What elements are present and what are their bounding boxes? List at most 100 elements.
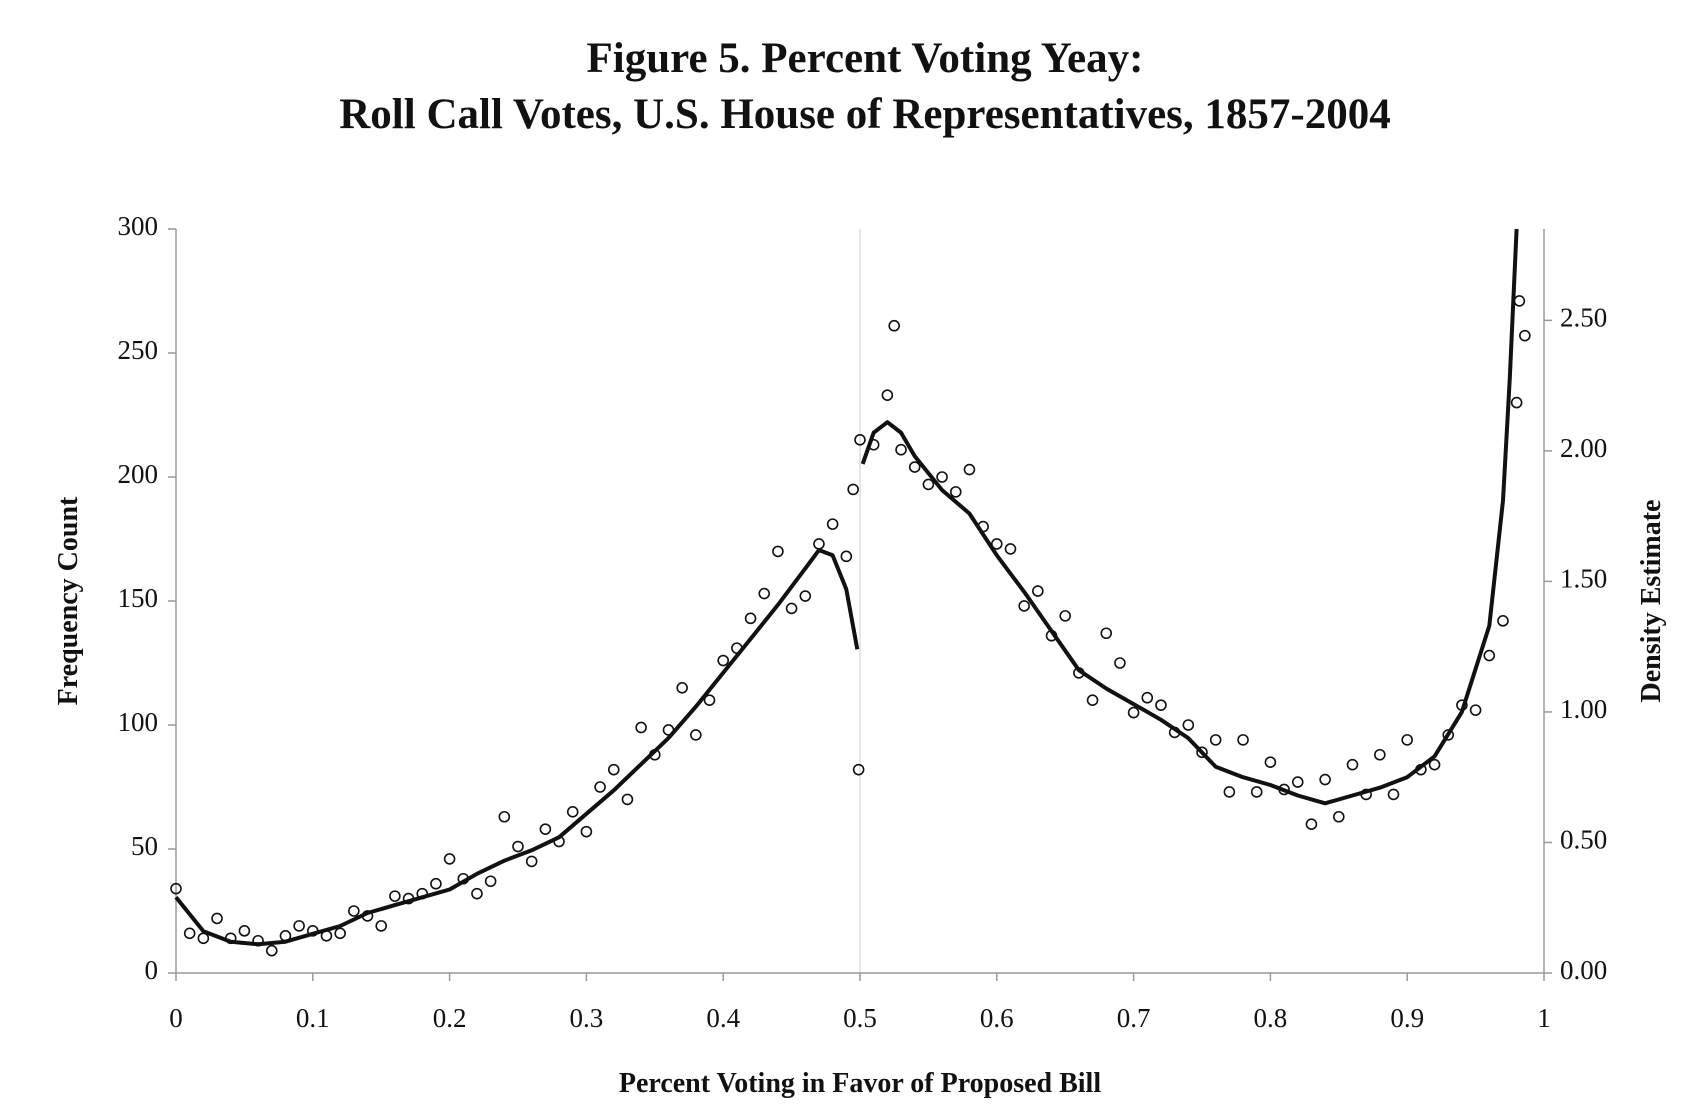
scatter-point — [238, 925, 251, 937]
x-tick-label: 1 — [1537, 1003, 1551, 1033]
scatter-point — [744, 612, 757, 625]
scatter-point — [265, 944, 278, 957]
density-line — [174, 228, 1519, 947]
scatter-point — [211, 912, 223, 925]
scatter-point — [852, 763, 865, 776]
scatter-point — [621, 793, 634, 806]
scatter-point — [484, 875, 497, 888]
scatter-point — [170, 882, 182, 895]
scatter-point — [389, 890, 401, 902]
scatter-point — [580, 825, 593, 838]
scatter-point — [1305, 818, 1318, 831]
scatter-point — [990, 538, 1003, 550]
scatter-point — [498, 810, 511, 823]
scatter-point — [594, 781, 606, 793]
scatter-point — [1483, 649, 1496, 662]
scatter-point — [1209, 734, 1222, 746]
scatter-point — [813, 538, 825, 550]
scatter-point — [1250, 786, 1263, 798]
scatter-point — [375, 920, 388, 932]
scatter-point — [566, 805, 579, 818]
scatter-point — [922, 478, 935, 491]
scatter-point — [1387, 788, 1400, 801]
y-tick-label: 0 — [145, 955, 159, 985]
y-tick-label: 100 — [118, 707, 159, 737]
scatter-point — [1346, 758, 1359, 771]
scatter-point — [1513, 295, 1526, 307]
scatter-point — [334, 927, 346, 940]
scatter-point — [1018, 600, 1030, 612]
scatter-point — [1469, 704, 1482, 716]
scatter-point — [1428, 758, 1441, 771]
y2-tick-label: 1.00 — [1560, 694, 1607, 724]
scatter-point — [1519, 329, 1531, 342]
scatter-point — [1401, 734, 1413, 746]
y2-tick-label: 2.50 — [1560, 303, 1607, 333]
chart-title: Figure 5. Percent Voting Yeay: — [587, 35, 1144, 82]
scatter-point — [1196, 746, 1208, 759]
x-tick-label: 0.1 — [296, 1003, 330, 1033]
scatter-point — [847, 483, 859, 496]
scatter-point — [908, 461, 921, 473]
scatter-point — [703, 694, 716, 707]
scatter-point — [635, 721, 647, 734]
x-tick-label: 0.6 — [980, 1003, 1014, 1033]
y2-tick-label: 0.00 — [1560, 955, 1607, 985]
x-tick-label: 0.7 — [1117, 1003, 1151, 1033]
scatter-point — [512, 840, 524, 853]
scatter-point — [539, 823, 552, 835]
scatter-point — [443, 853, 456, 865]
scatter-point — [690, 729, 702, 741]
x-tick-label: 0.9 — [1390, 1003, 1424, 1033]
scatter-point — [1442, 729, 1455, 741]
scatter-point — [607, 763, 620, 776]
scatter-point — [963, 463, 976, 476]
scatter-point — [1319, 773, 1331, 786]
scatter-point — [1237, 734, 1249, 746]
y-tick-label: 150 — [118, 583, 159, 613]
scatter-point — [799, 590, 812, 602]
scatter-point — [1291, 776, 1304, 788]
scatter-point — [1182, 719, 1195, 731]
x-tick-label: 0.4 — [706, 1003, 740, 1033]
scatter-point — [758, 587, 771, 600]
scatter-point — [854, 433, 866, 446]
y-axis-label: Frequency Count — [53, 496, 84, 705]
y-tick-label: 200 — [118, 459, 159, 489]
scatter-point — [1127, 706, 1140, 719]
scatter-point — [717, 654, 730, 667]
scatter-point — [1497, 615, 1509, 627]
scatter-point — [949, 486, 962, 498]
scatter-point — [1032, 585, 1044, 597]
scatter-point — [471, 887, 483, 900]
scatter-point — [840, 550, 853, 563]
scatter-point — [785, 602, 798, 615]
y2-tick-label: 2.00 — [1560, 433, 1607, 463]
scatter-point — [197, 932, 210, 945]
scatter-point — [826, 518, 839, 530]
y-tick-label: 250 — [118, 335, 159, 365]
y-tick-label: 300 — [118, 211, 159, 241]
scatter-point — [183, 927, 196, 940]
scatter-point — [772, 545, 784, 558]
scatter-point — [348, 905, 360, 917]
scatter-point — [1086, 694, 1099, 707]
x-axis-label: Percent Voting in Favor of Proposed Bill — [619, 1068, 1101, 1099]
scatter-point — [1141, 691, 1154, 704]
y2-axis-label: Density Estimate — [1636, 500, 1667, 703]
scatter-point — [1004, 543, 1017, 555]
scatter-point — [1114, 657, 1126, 669]
x-tick-label: 0.2 — [433, 1003, 467, 1033]
scatter-point — [293, 920, 305, 932]
scatter-point — [895, 443, 907, 456]
scatter-point — [525, 855, 538, 868]
y-tick-label: 50 — [131, 831, 158, 861]
scatter-point — [888, 319, 901, 332]
scatter-point — [1100, 627, 1113, 640]
scatter-point — [430, 877, 442, 890]
scatter-point — [881, 389, 894, 401]
x-tick-label: 0.3 — [570, 1003, 604, 1033]
x-tick-label: 0 — [169, 1003, 183, 1033]
